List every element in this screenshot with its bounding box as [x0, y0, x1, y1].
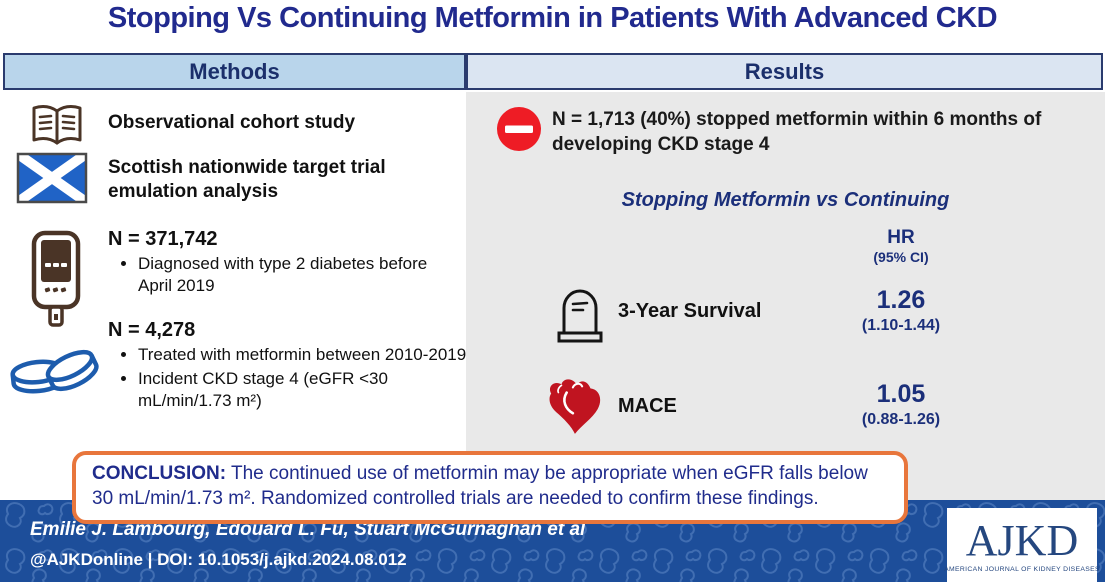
hr-value-survival: 1.26 — [876, 286, 926, 314]
outcome-label-mace: MACE — [618, 395, 677, 417]
ajkd-logo: AJKD AMERICAN JOURNAL OF KIDNEY DISEASES — [944, 508, 1100, 582]
hr-value-mace: 1.05 — [876, 380, 926, 408]
ci-value-mace: (0.88-1.26) — [861, 411, 941, 428]
stop-icon — [496, 106, 542, 152]
cohort1-bullets: Diagnosed with type 2 diabetes before Ap… — [116, 253, 458, 299]
study-type-text: Observational cohort study — [108, 112, 356, 133]
conclusion-text: The continued use of metformin may be ap… — [92, 463, 868, 509]
ajkd-logo-acronym: AJKD — [965, 516, 1079, 565]
ci-header-label: (95% CI) — [873, 249, 929, 265]
results-panel — [466, 92, 1105, 500]
page-title: Stopping Vs Continuing Metformin in Pati… — [107, 2, 998, 34]
ci-value-survival: (1.10-1.44) — [861, 317, 941, 334]
results-header-label: Results — [744, 58, 825, 84]
open-book-icon — [30, 102, 84, 148]
pills-icon — [8, 336, 102, 404]
results-header: Results — [466, 53, 1103, 90]
methods-header: Methods — [3, 53, 466, 90]
handle-doi-line: @AJKDonline | DOI: 10.1053/j.ajkd.2024.0… — [30, 550, 407, 569]
hr-header-label: HR — [887, 227, 915, 248]
cohort2-bullet: Treated with metformin between 2010-2019 — [138, 344, 468, 366]
methods-header-label: Methods — [189, 58, 280, 84]
conclusion-box: CONCLUSION: The continued use of metform… — [72, 451, 908, 525]
cohort2-bullet: Incident CKD stage 4 (eGFR <30 mL/min/1.… — [138, 368, 468, 412]
scotland-flag-icon — [16, 152, 88, 204]
cohort1-bullet: Diagnosed with type 2 diabetes before Ap… — [138, 253, 458, 297]
outcome-label-survival: 3-Year Survival — [618, 300, 762, 322]
cohort1-heading: N = 371,742 — [108, 228, 218, 250]
heart-icon — [546, 375, 608, 437]
cohort2-bullets: Treated with metformin between 2010-2019… — [116, 344, 468, 413]
tombstone-icon — [556, 281, 604, 345]
ajkd-logo-tagline: AMERICAN JOURNAL OF KIDNEY DISEASES — [944, 566, 1100, 573]
hr-column-header: HR (95% CI) — [826, 227, 976, 265]
conclusion-label: CONCLUSION: — [92, 463, 227, 484]
glucose-meter-icon — [26, 230, 84, 332]
comparison-title: Stopping Metformin vs Continuing — [621, 189, 950, 211]
authors-line: Emilie J. Lambourg, Edouard L. Fu, Stuar… — [30, 519, 586, 540]
design-text: Scottish nationwide target trial emulati… — [108, 157, 386, 202]
stopped-metformin-note: N = 1,713 (40%) stopped metformin within… — [552, 109, 1042, 155]
cohort2-heading: N = 4,278 — [108, 319, 196, 341]
